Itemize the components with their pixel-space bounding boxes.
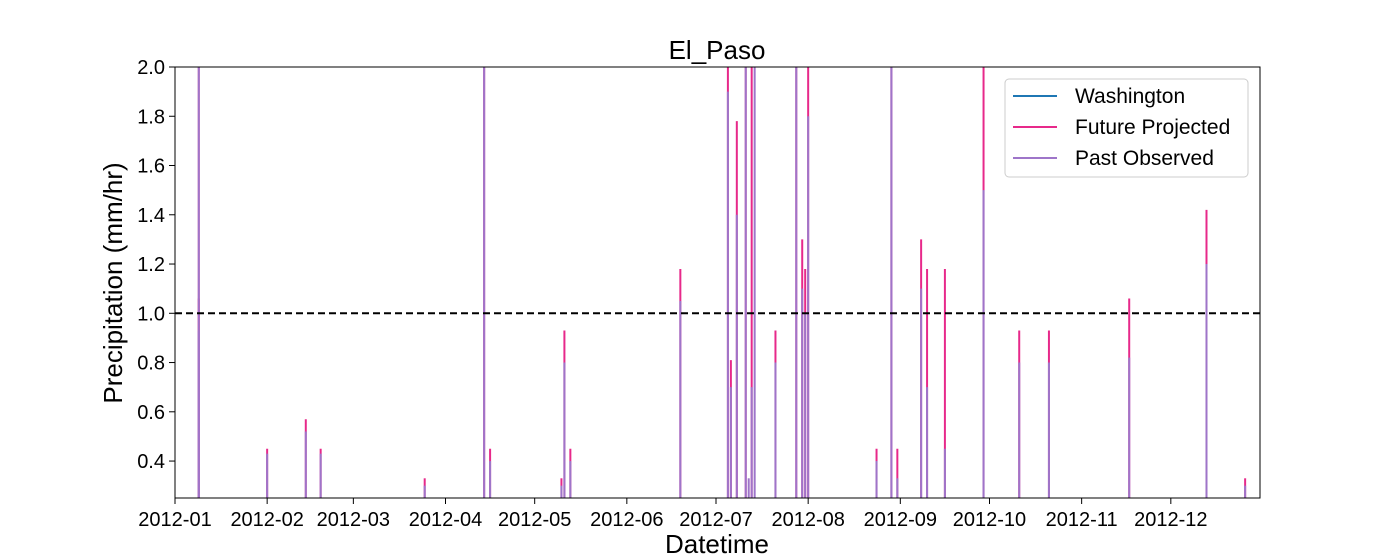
x-tick-label: 2012-02 (230, 509, 303, 531)
y-tick-label: 0.8 (137, 353, 165, 375)
legend-frame (1004, 78, 1249, 178)
x-tick-label: 2012-04 (409, 509, 482, 531)
y-tick-label: 1.2 (137, 254, 165, 276)
y-tick-label: 0.4 (137, 451, 165, 473)
y-axis-title: Precipitation (mm/hr) (98, 162, 128, 403)
legend-label: Washington (1075, 85, 1185, 108)
legend: Washington Future Projected Past Observed (1004, 78, 1249, 178)
y-tick-label: 1.0 (137, 303, 165, 325)
y-tick-label: 1.6 (137, 156, 165, 178)
chart-title: El_Paso (669, 35, 766, 65)
x-tick-label: 2012-08 (771, 509, 844, 531)
series-past-observed (197, 67, 1247, 498)
x-tick-label: 2012-03 (317, 509, 390, 531)
x-tick-label: 2012-10 (953, 509, 1026, 531)
axes: 2012-01 2012-02 2012-03 2012-04 2012-05 2012-… (137, 57, 1261, 531)
y-tick-label: 1.8 (137, 106, 165, 128)
plot-area (175, 67, 1260, 498)
y-tick-label: 2.0 (137, 57, 165, 79)
y-tick-label: 0.6 (137, 402, 165, 424)
x-axis-title: Datetime (665, 529, 769, 559)
x-tick-label: 2012-09 (864, 509, 937, 531)
x-tick-label: 2012-05 (498, 509, 571, 531)
x-tick-label: 2012-12 (1134, 509, 1207, 531)
x-tick-label: 2012-11 (1046, 509, 1118, 531)
x-tick-label: 2012-01 (138, 509, 211, 531)
x-tick-label: 2012-06 (590, 509, 663, 531)
y-tick-label: 1.4 (137, 205, 165, 227)
legend-label: Future Projected (1075, 116, 1230, 139)
plot-frame (174, 66, 1261, 499)
x-tick-label: 2012-07 (679, 509, 752, 531)
legend-label: Past Observed (1075, 147, 1214, 170)
